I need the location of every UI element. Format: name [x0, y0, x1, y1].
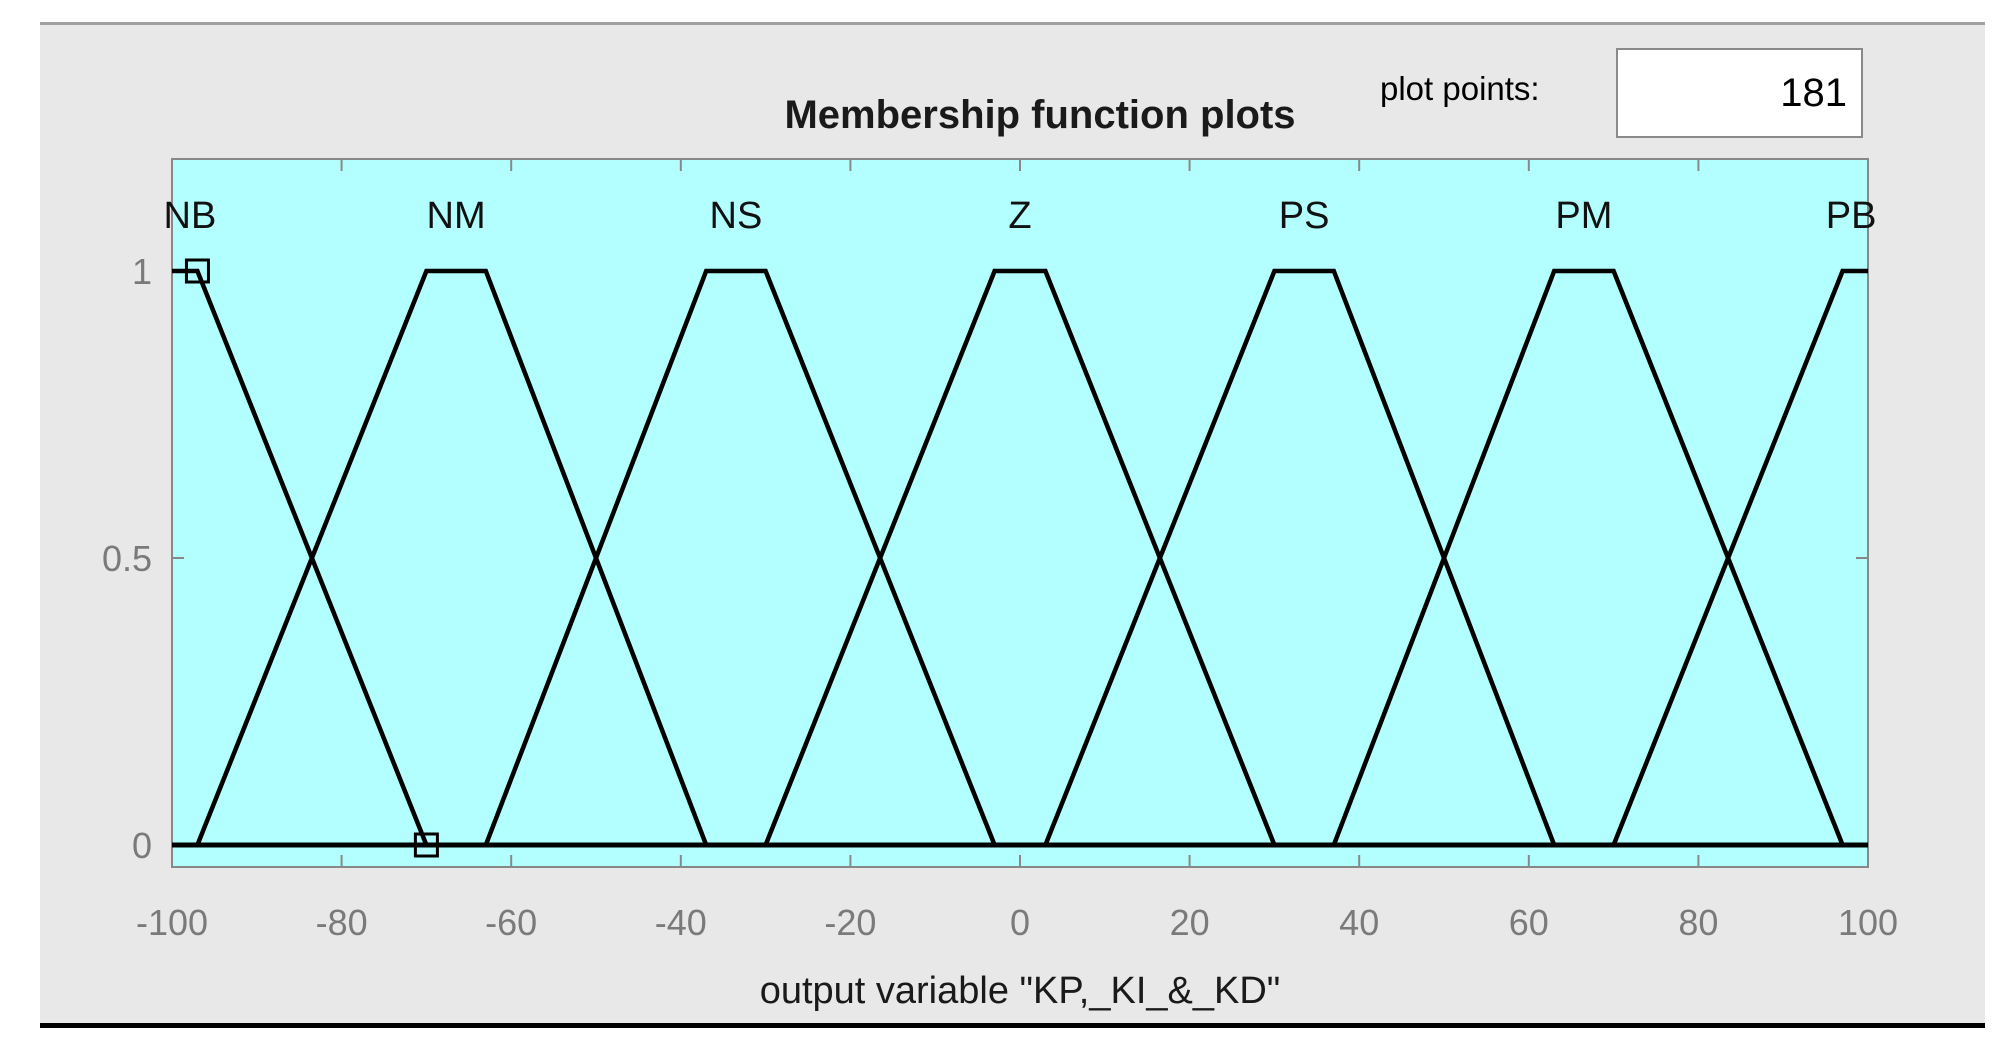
x-tick-label: 0: [1010, 902, 1030, 943]
y-tick-label: 1: [132, 251, 152, 292]
x-tick-label: -100: [136, 902, 208, 943]
plot-area[interactable]: [171, 158, 1869, 868]
selected-vertex-marker[interactable]: [413, 832, 439, 858]
mf-label-pb: PB: [1826, 195, 1877, 237]
x-tick-label: 40: [1339, 902, 1379, 943]
mf-label-ps: PS: [1279, 195, 1330, 237]
x-tick-label: -80: [316, 902, 368, 943]
mf-label-ns: NS: [710, 195, 763, 237]
x-tick-label: -40: [655, 902, 707, 943]
mf-curve-pb[interactable]: [172, 268, 1868, 848]
mf-label-nb: NB: [164, 195, 217, 237]
y-tick-label: 0.5: [102, 538, 152, 579]
mf-label-nm: NM: [427, 195, 486, 237]
selected-vertex-marker[interactable]: [184, 258, 210, 284]
plot-points-input[interactable]: [1616, 48, 1863, 138]
mf-label-pm: PM: [1555, 195, 1612, 237]
y-tick-label: 0: [132, 825, 152, 866]
x-axis-label: output variable "KP,_KI_&_KD": [760, 970, 1281, 1012]
x-tick-label: 80: [1678, 902, 1718, 943]
mf-label-z: Z: [1008, 195, 1031, 237]
chart-title: Membership function plots: [784, 93, 1295, 137]
x-tick-label: 100: [1838, 902, 1898, 943]
x-tick-label: -60: [485, 902, 537, 943]
plot-points-label: plot points:: [1380, 70, 1540, 107]
x-tick-label: 60: [1509, 902, 1549, 943]
x-tick-label: 20: [1170, 902, 1210, 943]
x-tick-label: -20: [824, 902, 876, 943]
